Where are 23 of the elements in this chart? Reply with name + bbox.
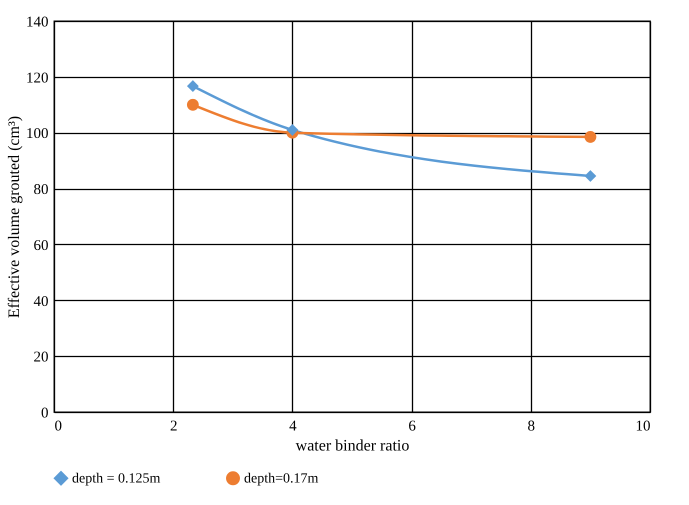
x-tick-label: 8 xyxy=(528,418,536,434)
point xyxy=(286,124,298,136)
point xyxy=(186,98,199,111)
point xyxy=(186,80,199,92)
legend-label: depth=0.17m xyxy=(244,471,318,486)
y-tick-label: 80 xyxy=(34,182,48,198)
y-tick-label: 20 xyxy=(34,350,48,366)
y-tick-label: 100 xyxy=(26,126,48,142)
x-tick-label: 10 xyxy=(636,418,650,434)
y-tick-label: 140 xyxy=(26,14,48,30)
y-tick-label: 0 xyxy=(41,406,48,422)
legend-label: depth = 0.125m xyxy=(72,471,160,486)
y-tick-label: 40 xyxy=(34,294,48,310)
y-tick-label: 60 xyxy=(34,238,48,254)
x-tick-label: 0 xyxy=(54,418,62,434)
x-tick-label: 6 xyxy=(408,418,416,434)
y-axis-title: Effective volume grouted (cm³) xyxy=(6,116,23,318)
point xyxy=(584,131,596,143)
point xyxy=(584,170,596,182)
y-tick-label: 120 xyxy=(26,70,48,86)
x-tick-label: 2 xyxy=(170,418,178,434)
x-tick-label: 4 xyxy=(289,418,298,434)
x-axis-title: water binder ratio xyxy=(296,438,410,454)
